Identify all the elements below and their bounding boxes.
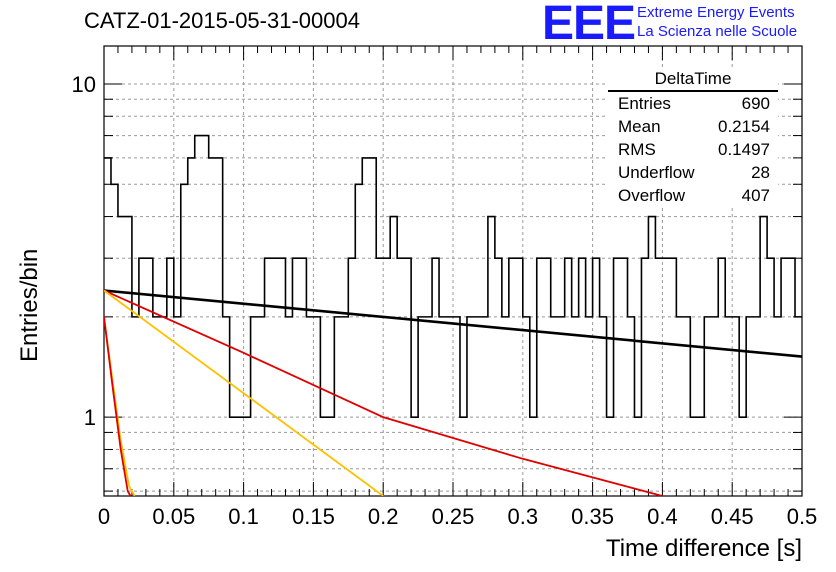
logo-tagline-1: Extreme Energy Events <box>637 4 795 21</box>
fit-curve <box>104 316 132 496</box>
stats-value: 407 <box>741 186 770 205</box>
stats-row-rms: RMS 0.1497 <box>608 138 778 161</box>
stats-row-entries: Entries 690 <box>608 92 778 115</box>
x-tick-label: 0.3 <box>508 504 539 529</box>
stats-value: 28 <box>751 163 770 182</box>
x-tick-label: 0 <box>98 504 110 529</box>
x-tick-label: 0.05 <box>152 504 195 529</box>
stats-box: DeltaTime Entries 690 Mean 0.2154 RMS 0.… <box>608 68 778 207</box>
stats-label: Overflow <box>618 186 686 205</box>
y-tick-label: 10 <box>72 72 96 97</box>
stats-label: RMS <box>618 140 656 159</box>
fit-curve <box>104 289 802 358</box>
stats-row-mean: Mean 0.2154 <box>608 115 778 138</box>
stats-value: 0.2154 <box>718 117 770 136</box>
fit-curve <box>104 289 384 496</box>
chart-title: CATZ-01-2015-05-31-00004 <box>84 8 360 33</box>
x-tick-label: 0.25 <box>432 504 475 529</box>
stats-row-underflow: Underflow 28 <box>608 161 778 184</box>
logo-tagline-2: La Scienza nelle Scuole <box>637 23 798 40</box>
x-axis-label: Time difference [s] <box>605 535 802 562</box>
x-tick-label: 0.35 <box>571 504 614 529</box>
eee-logo-icon: EEE <box>542 0 636 50</box>
stats-label: Underflow <box>618 163 695 182</box>
y-tick-label: 1 <box>84 405 96 430</box>
stats-value: 0.1497 <box>718 140 770 159</box>
x-tick-label: 0.45 <box>711 504 754 529</box>
x-tick-label: 0.2 <box>368 504 399 529</box>
x-tick-label: 0.4 <box>647 504 678 529</box>
stats-row-overflow: Overflow 407 <box>608 184 778 207</box>
fit-curve <box>104 289 663 496</box>
x-tick-label: 0.5 <box>787 504 818 529</box>
stats-label: Entries <box>618 94 671 113</box>
x-tick-label: 0.15 <box>292 504 335 529</box>
x-tick-label: 0.1 <box>228 504 259 529</box>
stats-label: Mean <box>618 117 661 136</box>
y-axis-label: Entries/bin <box>16 248 43 362</box>
histogram-series <box>104 134 802 418</box>
stats-title: DeltaTime <box>608 68 778 92</box>
stats-value: 690 <box>741 94 770 113</box>
